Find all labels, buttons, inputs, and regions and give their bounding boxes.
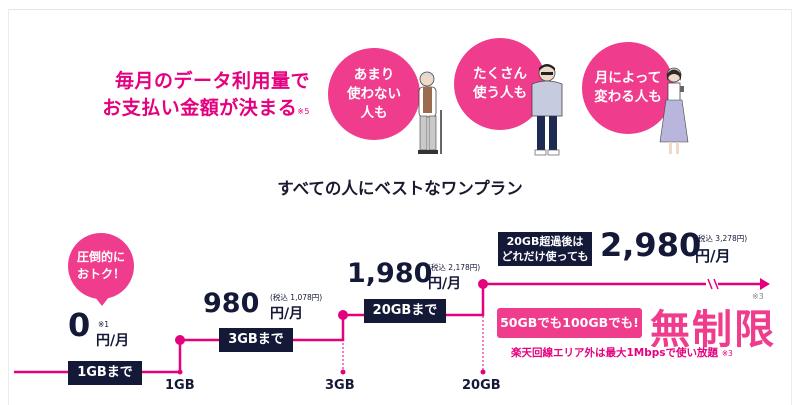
- step-point-1gb: [175, 335, 185, 345]
- speed-note: 楽天回線エリア外は最大1Mbpsで使い放題 ※3: [511, 345, 733, 360]
- tier-2-cap: 20GBまで: [364, 299, 446, 323]
- tier-3-unit: 円/月: [695, 247, 731, 265]
- tier-3-tax: (税込 3,278円): [695, 234, 748, 243]
- tier-2-price: 1,980: [347, 258, 433, 289]
- persona-variable-user: 月によって 変わる人も: [582, 42, 674, 134]
- young-man-icon: [531, 64, 563, 156]
- unlimited-note: ※3: [752, 292, 764, 301]
- tier-3-cap: 20GB超過後は どれだけ使っても: [498, 232, 592, 266]
- axis-label-3gb: 3GB: [325, 378, 355, 393]
- axis-break-icon: [707, 278, 713, 290]
- tier-2-unit: 円/月: [428, 276, 462, 292]
- tier-0-cap: 1GBまで: [68, 361, 142, 385]
- persona-light-user: あまり 使わない 人も: [328, 48, 420, 140]
- bargain-bubble: 圧倒的に おトク！: [68, 233, 134, 299]
- headline-note: ※5: [297, 107, 310, 116]
- bubble-tail-icon: [95, 297, 109, 306]
- axis-label-20gb: 20GB: [462, 378, 501, 393]
- tier-0-note: ※1: [98, 320, 110, 329]
- speed-note-ref: ※3: [721, 349, 733, 358]
- headline-line1: 毎月のデータ利用量で: [114, 70, 310, 92]
- tier-2-tax: (税込 2,178円): [428, 263, 481, 272]
- tier-0-unit: 円/月: [96, 333, 130, 349]
- speed-note-text: 楽天回線エリア外は最大1Mbpsで使い放題: [511, 347, 719, 359]
- tier-1-unit: 円/月: [270, 306, 304, 322]
- woman-icon: [659, 67, 689, 154]
- right-border: [791, 9, 792, 405]
- headline: 毎月のデータ利用量で お支払い金額が決まる※5: [100, 68, 310, 125]
- tier-1-price: 980: [203, 288, 260, 319]
- axis-label-1gb: 1GB: [165, 378, 195, 393]
- elderly-person-icon: [418, 71, 442, 154]
- tier-1-cap: 3GBまで: [219, 328, 293, 352]
- headline-line2: お支払い金額が決まる: [102, 97, 298, 119]
- subtitle: すべての人にベストなワンプラン: [277, 179, 523, 198]
- arrow-head-icon: [760, 278, 770, 290]
- top-border: [8, 9, 792, 10]
- step-point-3gb: [338, 310, 348, 320]
- tier-0-price: 0: [68, 306, 91, 344]
- tier-1-tax: (税込 1,078円): [270, 293, 323, 302]
- tier-3-price: 2,980: [600, 226, 702, 264]
- unlimited-text: 無制限: [650, 307, 776, 353]
- left-border: [8, 9, 9, 405]
- step-point-20gb: [478, 279, 488, 289]
- persona-heavy-user: たくさん 使う人も: [454, 38, 546, 130]
- unlimited-box: 50GBでも100GBでも!: [497, 308, 642, 338]
